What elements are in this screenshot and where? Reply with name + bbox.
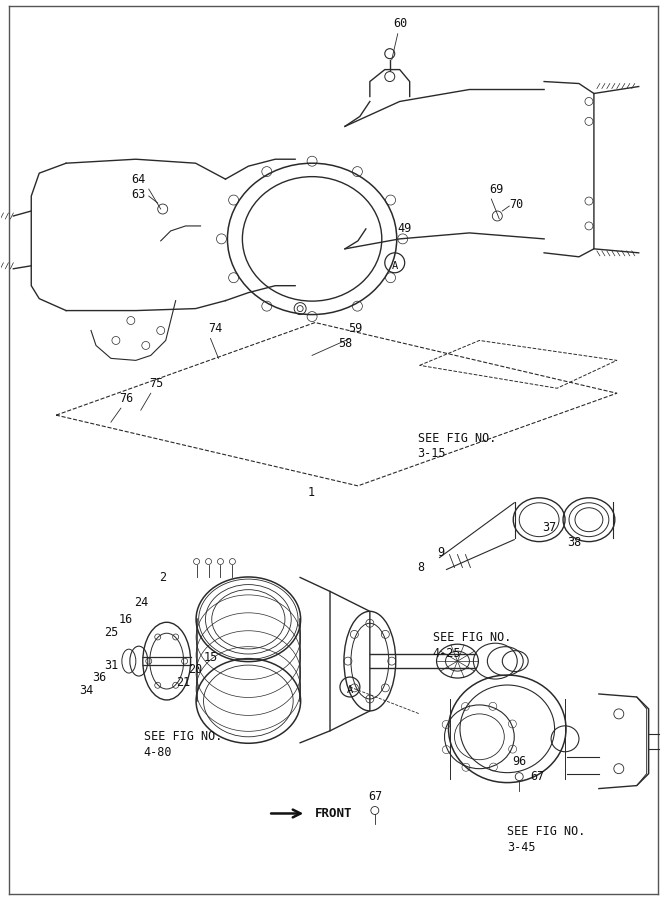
Text: 16: 16: [119, 613, 133, 626]
Text: 59: 59: [348, 322, 362, 335]
Text: 36: 36: [92, 670, 106, 684]
Text: 21: 21: [175, 676, 190, 688]
Text: 58: 58: [338, 337, 352, 350]
Text: 9: 9: [438, 546, 445, 559]
Text: 34: 34: [79, 685, 93, 698]
Text: 25: 25: [104, 626, 118, 639]
Text: 76: 76: [119, 392, 133, 405]
Text: 8: 8: [418, 561, 425, 574]
Text: 3-15: 3-15: [418, 447, 446, 461]
Text: SEE FIG NO.: SEE FIG NO.: [508, 825, 586, 838]
Text: 1: 1: [308, 486, 315, 500]
Text: SEE FIG NO.: SEE FIG NO.: [144, 730, 222, 743]
Text: 69: 69: [490, 183, 504, 195]
Text: FRONT: FRONT: [315, 807, 353, 820]
Text: 3-45: 3-45: [508, 841, 536, 854]
Text: 67: 67: [530, 770, 544, 783]
Text: A: A: [347, 685, 353, 695]
Text: 74: 74: [209, 322, 223, 335]
Text: 4-80: 4-80: [144, 746, 172, 760]
Text: A: A: [392, 261, 398, 271]
Text: 31: 31: [104, 659, 118, 671]
Text: 15: 15: [203, 651, 218, 663]
Text: 37: 37: [542, 521, 556, 535]
Text: 96: 96: [512, 755, 526, 769]
Text: 24: 24: [134, 596, 148, 609]
Text: 38: 38: [567, 536, 581, 549]
Text: 64: 64: [131, 173, 145, 185]
Text: 75: 75: [149, 377, 163, 390]
Text: SEE FIG NO.: SEE FIG NO.: [418, 431, 496, 445]
Text: 63: 63: [131, 187, 145, 201]
Text: SEE FIG NO.: SEE FIG NO.: [433, 631, 511, 644]
Text: 70: 70: [510, 197, 524, 211]
Text: 67: 67: [368, 790, 382, 803]
Text: 49: 49: [398, 222, 412, 236]
Text: 20: 20: [189, 662, 203, 676]
Text: 4-25: 4-25: [433, 647, 461, 660]
Text: 60: 60: [393, 17, 407, 31]
Text: 2: 2: [159, 571, 166, 584]
